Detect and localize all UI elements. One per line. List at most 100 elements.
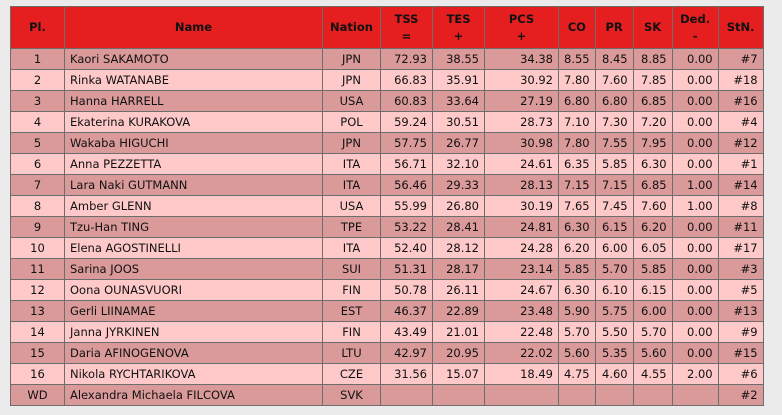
cell-place: 9 — [10, 216, 65, 238]
cell-name: Ekaterina KURAKOVA — [64, 111, 323, 133]
cell-pcs: 30.98 — [484, 132, 559, 154]
cell-tss: 50.78 — [380, 279, 433, 301]
cell-co: 5.70 — [558, 321, 596, 343]
cell-tss: 56.71 — [380, 153, 433, 175]
cell-co: 5.60 — [558, 342, 596, 364]
cell-tss: 57.75 — [380, 132, 433, 154]
cell-sk: 5.70 — [632, 321, 673, 343]
cell-pr: 7.15 — [594, 174, 634, 196]
cell-name: Anna PEZZETTA — [64, 153, 323, 175]
cell-sk: 7.95 — [632, 132, 673, 154]
cell-sk: 7.85 — [632, 69, 673, 91]
cell-sk: 6.85 — [632, 90, 673, 112]
cell-pcs: 28.13 — [484, 174, 559, 196]
cell-co: 7.10 — [558, 111, 596, 133]
cell-pr: 4.60 — [594, 363, 634, 385]
cell-pcs: 30.19 — [484, 195, 559, 217]
cell-sk: 4.55 — [632, 363, 673, 385]
cell-place: 8 — [10, 195, 65, 217]
cell-start-number: #13 — [717, 300, 764, 322]
cell-name: Daria AFINOGENOVA — [64, 342, 323, 364]
cell-nation: JPN — [322, 132, 381, 154]
cell-co — [558, 384, 596, 406]
cell-nation: ITA — [322, 153, 381, 175]
cell-co: 5.85 — [558, 258, 596, 280]
cell-pr: 7.45 — [594, 195, 634, 217]
cell-tes: 38.55 — [432, 48, 485, 70]
cell-start-number: #6 — [717, 363, 764, 385]
cell-start-number: #16 — [717, 90, 764, 112]
table-row: 7 Lara Naki GUTMANN ITA 56.46 29.33 28.13 7.15… — [10, 174, 764, 196]
table-row: WD Alexandra Michaela FILCOVA SVK #2 — [10, 384, 764, 406]
cell-deductions: 0.00 — [671, 153, 719, 175]
cell-sk: 6.85 — [632, 174, 673, 196]
cell-tes: 32.10 — [432, 153, 485, 175]
cell-start-number: #18 — [717, 69, 764, 91]
cell-sk: 6.20 — [632, 216, 673, 238]
cell-tss: 42.97 — [380, 342, 433, 364]
cell-tss: 51.31 — [380, 258, 433, 280]
cell-pr: 5.35 — [594, 342, 634, 364]
cell-co: 7.80 — [558, 69, 596, 91]
cell-deductions: 0.00 — [671, 342, 719, 364]
cell-pcs: 24.61 — [484, 153, 559, 175]
cell-nation: CZE — [322, 363, 381, 385]
cell-tes: 30.51 — [432, 111, 485, 133]
cell-tss: 59.24 — [380, 111, 433, 133]
cell-place: 2 — [10, 69, 65, 91]
table-row: 5 Wakaba HIGUCHI JPN 57.75 26.77 30.98 7.80 7.5… — [10, 132, 764, 154]
cell-place: 1 — [10, 48, 65, 70]
cell-deductions: 0.00 — [671, 69, 719, 91]
cell-tss: 52.40 — [380, 237, 433, 259]
cell-name: Kaori SAKAMOTO — [64, 48, 323, 70]
cell-sk: 5.85 — [632, 258, 673, 280]
cell-name: Amber GLENN — [64, 195, 323, 217]
col-header-nation: Nation — [322, 6, 381, 49]
cell-tes: 28.12 — [432, 237, 485, 259]
cell-name: Sarina JOOS — [64, 258, 323, 280]
cell-co: 7.80 — [558, 132, 596, 154]
cell-place: 4 — [10, 111, 65, 133]
cell-deductions: 0.00 — [671, 300, 719, 322]
cell-pr — [594, 384, 634, 406]
cell-place: 14 — [10, 321, 65, 343]
cell-pr: 5.70 — [594, 258, 634, 280]
cell-co: 7.65 — [558, 195, 596, 217]
cell-start-number: #14 — [717, 174, 764, 196]
cell-pr: 7.60 — [594, 69, 634, 91]
cell-name: Janna JYRKINEN — [64, 321, 323, 343]
cell-pr: 6.80 — [594, 90, 634, 112]
cell-start-number: #9 — [717, 321, 764, 343]
cell-tes: 26.77 — [432, 132, 485, 154]
cell-deductions: 2.00 — [671, 363, 719, 385]
cell-pcs: 18.49 — [484, 363, 559, 385]
cell-pcs: 24.28 — [484, 237, 559, 259]
cell-name: Alexandra Michaela FILCOVA — [64, 384, 323, 406]
col-header-place: Pl. — [10, 6, 65, 49]
cell-start-number: #4 — [717, 111, 764, 133]
cell-tss: 56.46 — [380, 174, 433, 196]
cell-tes: 22.89 — [432, 300, 485, 322]
cell-name: Oona OUNASVUORI — [64, 279, 323, 301]
col-header-pr: PR — [594, 6, 634, 49]
table-row: 1 Kaori SAKAMOTO JPN 72.93 38.55 34.38 8.55 8.4… — [10, 48, 764, 70]
cell-sk: 6.05 — [632, 237, 673, 259]
cell-name: Tzu-Han TING — [64, 216, 323, 238]
cell-place: 5 — [10, 132, 65, 154]
cell-nation: SVK — [322, 384, 381, 406]
table-row: 6 Anna PEZZETTA ITA 56.71 32.10 24.61 6.35 5.85… — [10, 153, 764, 175]
cell-place: 3 — [10, 90, 65, 112]
cell-name: Wakaba HIGUCHI — [64, 132, 323, 154]
cell-deductions: 0.00 — [671, 279, 719, 301]
table-row: 3 Hanna HARRELL USA 60.83 33.64 27.19 6.80 6.80… — [10, 90, 764, 112]
cell-tss: 60.83 — [380, 90, 433, 112]
cell-nation: TPE — [322, 216, 381, 238]
cell-tss: 43.49 — [380, 321, 433, 343]
cell-pr: 5.75 — [594, 300, 634, 322]
table-row: 4 Ekaterina KURAKOVA POL 59.24 30.51 28.73 7.1… — [10, 111, 764, 133]
cell-start-number: #15 — [717, 342, 764, 364]
col-header-deductions: Ded. - — [671, 6, 719, 49]
cell-nation: FIN — [322, 321, 381, 343]
cell-pcs: 22.48 — [484, 321, 559, 343]
cell-co: 7.15 — [558, 174, 596, 196]
